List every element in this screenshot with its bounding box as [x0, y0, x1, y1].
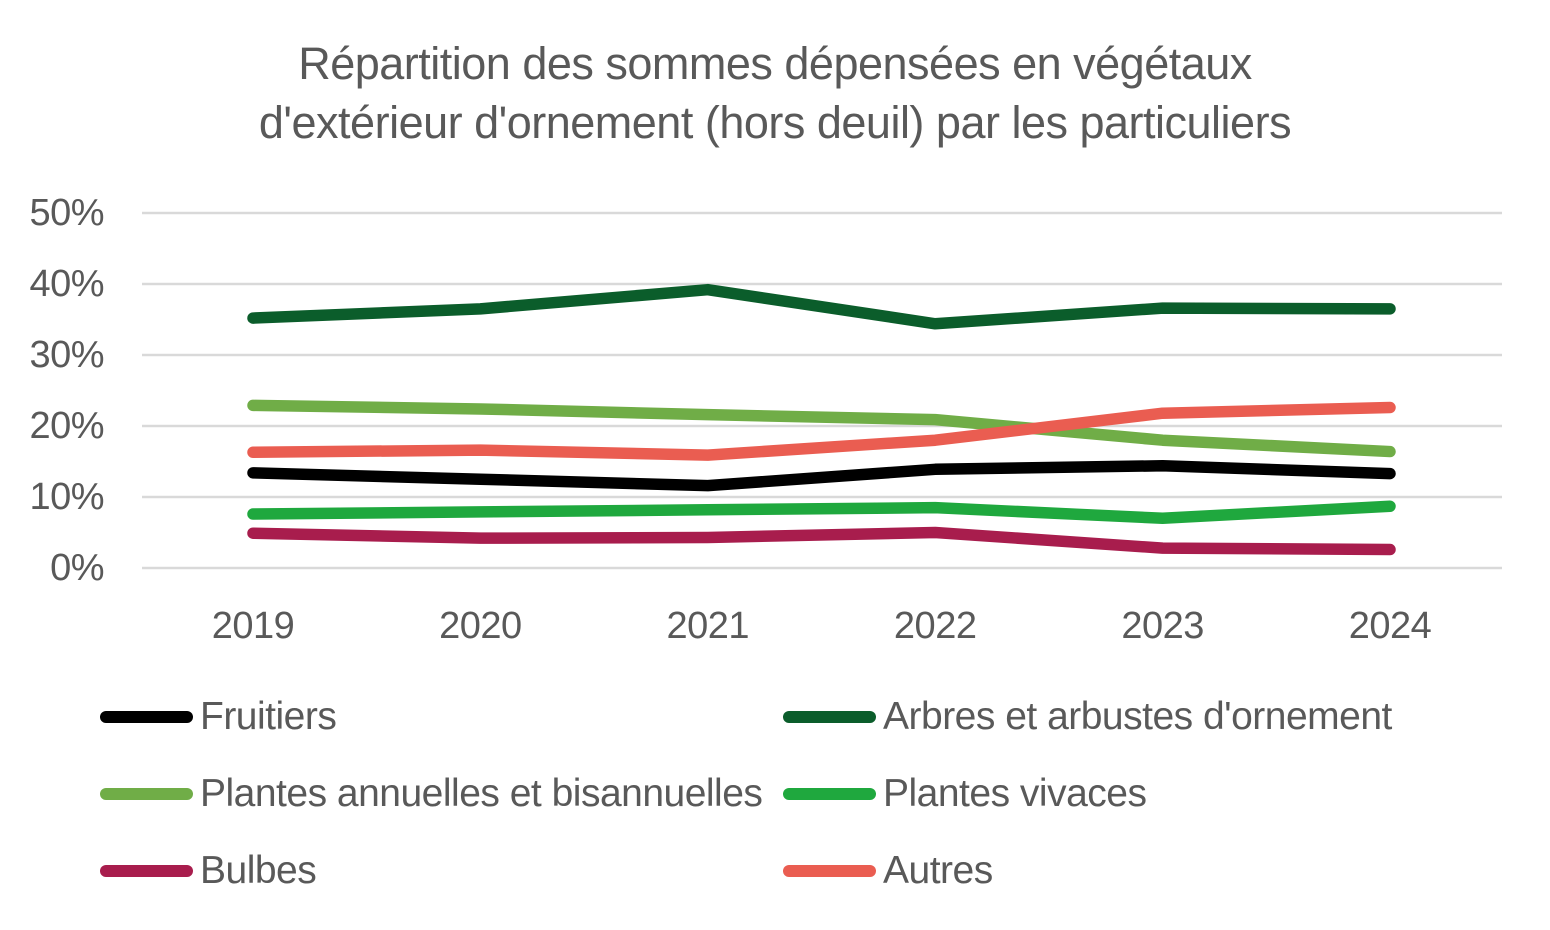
legend-item-plantes-annuelles-bisannuelles: Plantes annuelles et bisannuelles	[100, 772, 783, 816]
chart-title: Répartition des sommes dépensées en végé…	[0, 34, 1550, 153]
series-line-autres	[247, 401, 1396, 461]
chart-legend: Fruitiers Arbres et arbustes d'ornement Pl…	[100, 678, 1392, 909]
legend-item-fruitiers: Fruitiers	[100, 695, 783, 739]
legend-label-autres: Autres	[883, 848, 993, 892]
x-axis-tick-label: 2023	[1121, 605, 1204, 647]
legend-label-plantes-vivaces: Plantes vivaces	[883, 771, 1147, 815]
series-line-plantes-annuelles-bisannuelles	[247, 399, 1396, 458]
x-axis-tick-label: 2021	[667, 605, 750, 647]
chart-title-line-2: d'extérieur d'ornement (hors deuil) par …	[258, 97, 1292, 149]
y-axis-tick-label: 50%	[29, 192, 104, 234]
legend-swatch-bulbes	[100, 864, 193, 877]
legend-swatch-arbres-et-arbustes-ornement	[783, 710, 876, 723]
y-axis-tick-label: 0%	[50, 547, 104, 589]
series-line-plantes-vivaces	[247, 500, 1396, 525]
line-chart: 0% 10% 20% 30% 40% 50% 2019 2020 2021 2022 2023 202…	[29, 192, 1502, 647]
legend-swatch-plantes-vivaces	[783, 787, 876, 800]
legend-label-fruitiers: Fruitiers	[200, 694, 337, 738]
legend-swatch-fruitiers	[100, 710, 193, 723]
legend-label-bulbes: Bulbes	[200, 848, 317, 892]
y-axis-tick-label: 10%	[29, 476, 104, 518]
chart-title-line-1: Répartition des sommes dépensées en végé…	[298, 38, 1252, 89]
legend-item-plantes-vivaces: Plantes vivaces	[783, 772, 1392, 816]
legend-item-arbres-et-arbustes-ornement: Arbres et arbustes d'ornement	[783, 695, 1392, 739]
x-axis-tick-label: 2024	[1349, 605, 1432, 647]
legend-swatch-autres	[783, 864, 876, 877]
y-axis-tick-label: 40%	[29, 263, 104, 305]
legend-item-bulbes: Bulbes	[100, 849, 783, 893]
series-line-fruitiers	[247, 460, 1396, 492]
legend-item-autres: Autres	[783, 849, 1392, 893]
legend-swatch-plantes-annuelles-bisannuelles	[100, 787, 193, 800]
series-line-arbres-et-arbustes-ornement	[247, 283, 1396, 330]
y-axis-tick-label: 20%	[29, 405, 104, 447]
x-axis-tick-label: 2019	[212, 605, 295, 647]
series-line-bulbes	[247, 526, 1396, 556]
y-axis-tick-label: 30%	[29, 334, 104, 376]
legend-label-plantes-annuelles-bisannuelles: Plantes annuelles et bisannuelles	[200, 771, 763, 815]
x-axis-tick-label: 2022	[894, 605, 977, 647]
x-axis-tick-label: 2020	[439, 605, 522, 647]
legend-label-arbres-et-arbustes-ornement: Arbres et arbustes d'ornement	[883, 694, 1392, 738]
